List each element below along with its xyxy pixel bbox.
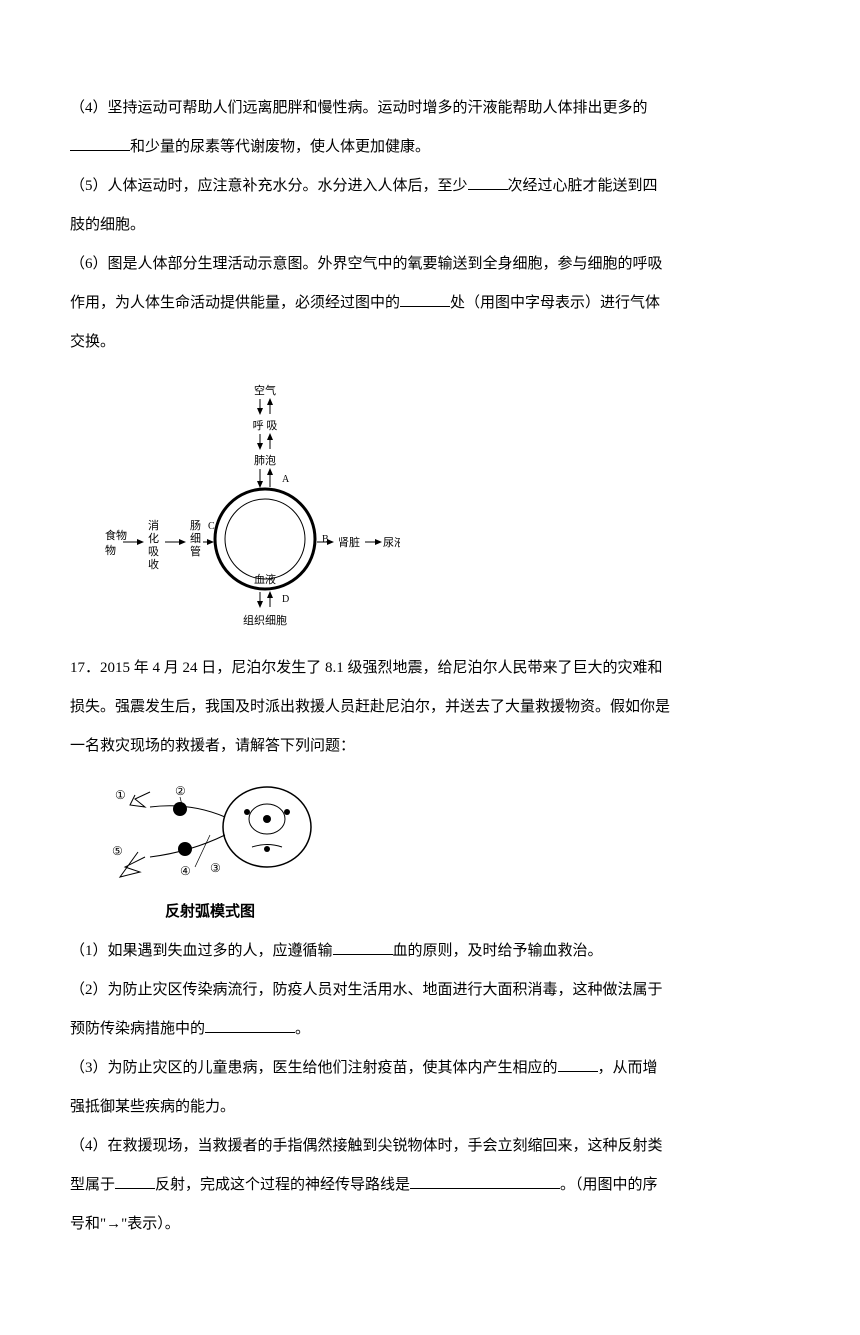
label-tissue: 组织细胞 [243, 613, 287, 627]
reflex-arc-diagram: ① ② ③ ⑤ ④ [90, 777, 320, 887]
label-int1: 肠 [190, 519, 201, 532]
q6-blank [400, 289, 450, 307]
q17-sub4-blank2 [410, 1171, 560, 1189]
label-C: C [208, 521, 215, 532]
reflex-label-4: ④ [180, 864, 191, 878]
q17-sub4-suffix: 。（用图中的序 [560, 1177, 658, 1193]
label-digest4: 收 [148, 557, 159, 571]
label-kidney: 肾脏 [338, 536, 360, 549]
reflex-label-2: ② [175, 784, 186, 798]
q17-sub4-line3: 号和"→"表示）。 [70, 1206, 790, 1242]
label-A: A [282, 474, 290, 485]
q17-sub4-mid: 反射，完成这个过程的神经传导路线是 [155, 1177, 410, 1193]
q17-sub2-line1: （2）为防止灾区传染病流行，防疫人员对生活用水、地面进行大面积消毒，这种做法属于 [70, 972, 790, 1008]
label-int3: 管 [190, 544, 201, 558]
q17-sub2-blank [205, 1015, 295, 1033]
label-int2: 细 [190, 532, 201, 545]
label-D: D [282, 594, 289, 605]
label-digest3: 吸 [148, 546, 159, 558]
q6-line3: 交换。 [70, 324, 790, 360]
label-food: 食物 [105, 528, 127, 542]
label-urine: 尿液 [383, 535, 400, 549]
label-digest2: 化 [148, 531, 159, 545]
q6-line2: 作用，为人体生命活动提供能量，必须经过图中的 处（用图中字母表示）进行气体 [70, 285, 790, 321]
q5-line2: 肢的细胞。 [70, 207, 790, 243]
q17-sub2-suffix: 。 [295, 1021, 310, 1037]
label-blood: 血液 [254, 572, 276, 586]
q4-line2: 和少量的尿素等代谢废物，使人体更加健康。 [70, 129, 790, 165]
q17-sub1: （1）如果遇到失血过多的人，应遵循输 血的原则，及时给予输血救治。 [70, 933, 790, 969]
q17-sub1-prefix: （1）如果遇到失血过多的人，应遵循输 [70, 943, 333, 959]
q17-sub3-blank [558, 1054, 598, 1072]
q5-line1: （5）人体运动时，应注意补充水分。水分进入人体后，至少 次经过心脏才能送到四 [70, 168, 790, 204]
label-digest1: 消 [148, 518, 159, 532]
q17-sub3-line1: （3）为防止灾区的儿童患病，医生给他们注射疫苗，使其体内产生相应的 ，从而增 [70, 1050, 790, 1086]
label-air: 空气 [254, 383, 276, 397]
q6-line2-suffix: 处（用图中字母表示）进行气体 [450, 295, 660, 311]
q6-line2-prefix: 作用，为人体生命活动提供能量，必须经过图中的 [70, 295, 400, 311]
label-breath: 呼 吸 [253, 419, 278, 432]
q17-sub3-prefix: （3）为防止灾区的儿童患病，医生给他们注射疫苗，使其体内产生相应的 [70, 1060, 558, 1076]
q5-line1-prefix: （5）人体运动时，应注意补充水分。水分进入人体后，至少 [70, 178, 468, 194]
reflex-label-5: ⑤ [112, 844, 123, 858]
reflex-label-3: ③ [210, 861, 221, 875]
physiology-diagram: 空气 呼 吸 肺泡 A 食物 物 消 化 吸 收 肠 细 管 C B 肾脏 尿液… [90, 379, 400, 629]
label-B: B [322, 534, 329, 545]
q5-blank [468, 172, 508, 190]
q17-sub1-blank [333, 937, 393, 955]
q17-sub1-suffix: 血的原则，及时给予输血救治。 [393, 943, 603, 959]
q4-line1: （4）坚持运动可帮助人们远离肥胖和慢性病。运动时增多的汗液能帮助人体排出更多的 [70, 90, 790, 126]
q4-blank [70, 133, 130, 151]
label-lung: 肺泡 [254, 453, 276, 467]
q17-intro2: 损失。强震发生后，我国及时派出救援人员赶赴尼泊尔，并送去了大量救援物资。假如你是 [70, 689, 790, 725]
q17-intro1: 17．2015 年 4 月 24 日，尼泊尔发生了 8.1 级强烈地震，给尼泊尔… [70, 650, 790, 686]
q17-sub3-suffix: ，从而增 [598, 1060, 658, 1076]
q4-line2-text: 和少量的尿素等代谢废物，使人体更加健康。 [130, 139, 430, 155]
q17-sub3-line2: 强抵御某些疾病的能力。 [70, 1089, 790, 1125]
reflex-label-1: ① [115, 788, 126, 802]
q17-sub2-prefix: 预防传染病措施中的 [70, 1021, 205, 1037]
q6-line1: （6）图是人体部分生理活动示意图。外界空气中的氧要输送到全身细胞，参与细胞的呼吸 [70, 246, 790, 282]
q17-sub4-line2: 型属于 反射，完成这个过程的神经传导路线是 。（用图中的序 [70, 1167, 790, 1203]
q5-line1-suffix: 次经过心脏才能送到四 [508, 178, 658, 194]
reflex-caption: 反射弧模式图 [165, 900, 790, 921]
label-food2: 物 [105, 543, 116, 557]
q17-intro3: 一名救灾现场的救援者，请解答下列问题： [70, 728, 790, 764]
q17-sub4-prefix: 型属于 [70, 1177, 115, 1193]
q17-sub4-blank1 [115, 1171, 155, 1189]
q17-sub2-line2: 预防传染病措施中的 。 [70, 1011, 790, 1047]
q17-sub4-line1: （4）在救援现场，当救援者的手指偶然接触到尖锐物体时，手会立刻缩回来，这种反射类 [70, 1128, 790, 1164]
